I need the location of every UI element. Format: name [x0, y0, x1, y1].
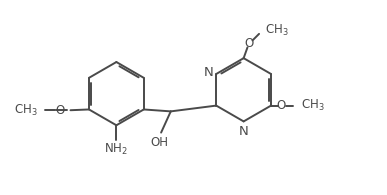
Text: N: N: [204, 66, 214, 79]
Text: CH$_3$: CH$_3$: [265, 22, 289, 38]
Text: CH$_3$: CH$_3$: [301, 98, 325, 113]
Text: O: O: [277, 99, 286, 112]
Text: NH$_2$: NH$_2$: [104, 141, 128, 157]
Text: OH: OH: [150, 136, 168, 149]
Text: N: N: [239, 125, 248, 138]
Text: O: O: [55, 104, 64, 117]
Text: CH$_3$: CH$_3$: [14, 103, 38, 118]
Text: O: O: [245, 37, 254, 50]
